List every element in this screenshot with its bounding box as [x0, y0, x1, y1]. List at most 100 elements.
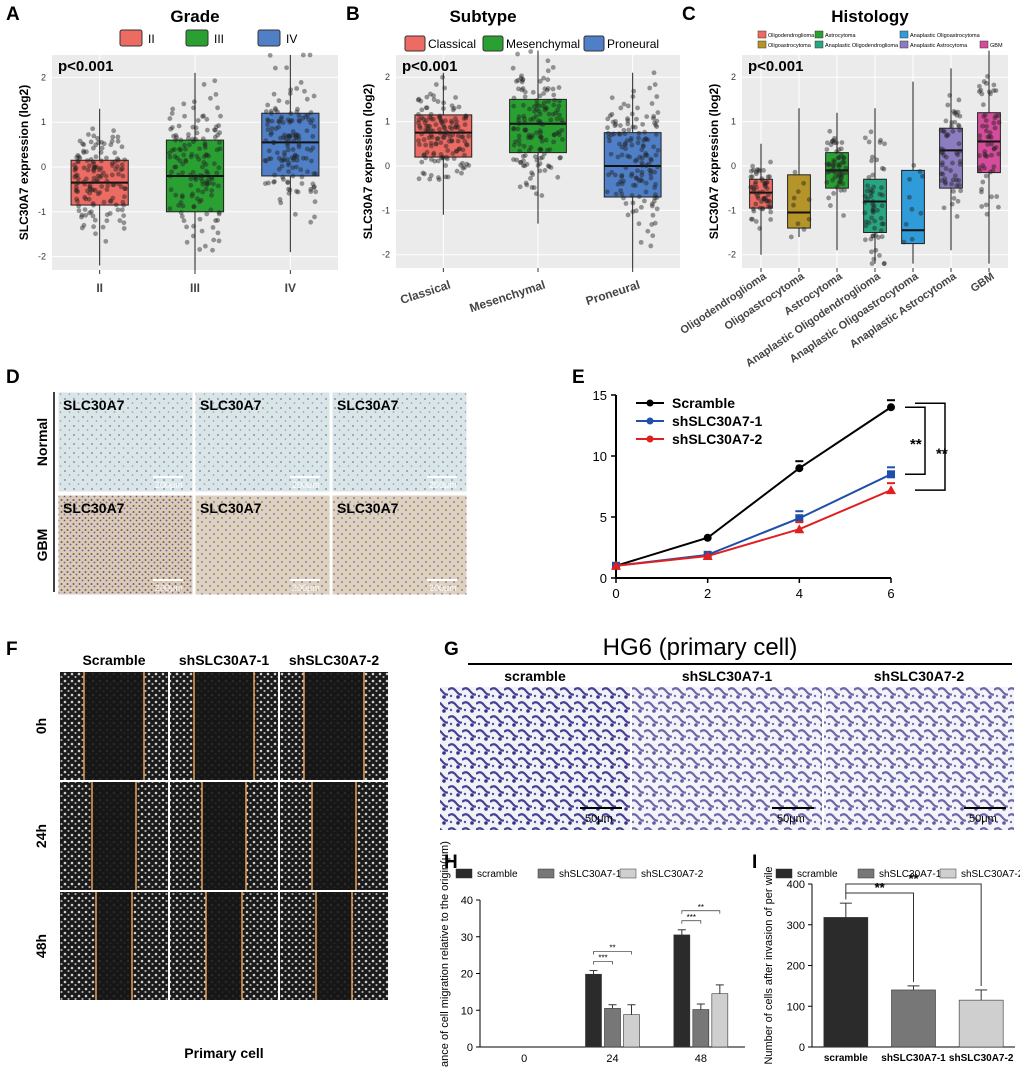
wound-gap [96, 892, 132, 1000]
data-point [618, 179, 623, 185]
data-point [284, 65, 290, 71]
data-point [652, 82, 658, 87]
data-point [184, 239, 190, 245]
data-point [304, 96, 310, 102]
data-point [81, 150, 87, 155]
column-label: shSLC30A7-2 [874, 668, 964, 684]
data-point [436, 114, 442, 120]
data-point [831, 159, 837, 165]
row-label: 48h [33, 934, 49, 958]
legend-label: shSLC30A7-1 [559, 869, 622, 880]
data-point [120, 173, 126, 179]
bar-shSLC30A7-1 [604, 1008, 621, 1048]
legend-label: shSLC30A7-2 [672, 431, 762, 447]
data-point [441, 124, 447, 130]
box-GBM [977, 112, 1001, 174]
data-point [552, 97, 557, 103]
data-point [217, 130, 223, 136]
data-point [93, 188, 98, 193]
data-point [752, 181, 758, 187]
data-point [542, 100, 547, 106]
data-point [537, 128, 543, 134]
transwell-image [440, 687, 630, 830]
data-point [174, 155, 180, 161]
data-point [293, 132, 299, 138]
legend-swatch [537, 868, 555, 879]
data-point [649, 201, 655, 207]
data-point [530, 116, 536, 122]
data-point [511, 103, 517, 109]
data-point [654, 118, 660, 124]
data-point [74, 188, 79, 194]
data-point [641, 138, 646, 143]
data-point [95, 135, 100, 141]
data-point [652, 220, 658, 226]
data-point [172, 164, 177, 170]
scale-label: 200μm [292, 583, 320, 593]
data-point [440, 155, 446, 161]
significance-bracket [845, 883, 982, 986]
panel-label-H: H [444, 852, 458, 873]
data-point [93, 154, 99, 160]
data-point [307, 52, 313, 58]
data-point [643, 152, 649, 158]
data-point [416, 117, 422, 123]
data-point [748, 184, 754, 190]
data-point [93, 142, 99, 148]
data-point [213, 127, 218, 133]
data-point [190, 169, 196, 175]
data-point [455, 124, 461, 130]
data-point [903, 221, 909, 227]
data-point [541, 91, 547, 96]
data-point [537, 93, 543, 99]
data-point [638, 239, 644, 245]
data-point [702, 551, 713, 561]
data-point [79, 225, 85, 231]
data-point [263, 181, 268, 186]
data-point [191, 204, 197, 210]
data-point [606, 172, 611, 178]
data-point [538, 130, 543, 136]
data-point [838, 146, 844, 152]
data-point [303, 114, 309, 119]
data-point [107, 211, 113, 216]
column-label: Scramble [82, 652, 145, 668]
data-point [609, 170, 615, 175]
data-point [114, 164, 120, 169]
x-tick-label: shSLC30A7-2 [949, 1053, 1014, 1064]
panel-E: 0 5 10 15 0 2 4 6 Scramble shSLC30A7-1 shSLC30A7-2… [593, 388, 948, 601]
data-point [795, 514, 804, 523]
data-point [437, 130, 443, 136]
data-point [545, 86, 551, 91]
data-point [843, 165, 849, 171]
data-point [428, 132, 434, 138]
data-point [987, 130, 993, 136]
data-point [839, 172, 845, 178]
image-label: SLC30A7 [337, 500, 399, 516]
wound-gap [84, 672, 144, 780]
data-point [551, 132, 557, 138]
data-point [271, 140, 277, 146]
legend-swatch [939, 868, 957, 879]
data-point [887, 470, 895, 479]
data-point [172, 154, 178, 159]
data-point [441, 135, 447, 141]
data-point [605, 116, 611, 122]
data-point [515, 126, 521, 132]
data-point [288, 111, 294, 116]
data-point [437, 113, 443, 119]
data-point [945, 102, 951, 108]
data-point [427, 114, 433, 120]
data-point [197, 247, 203, 252]
data-point [868, 190, 874, 196]
data-point [544, 106, 549, 111]
data-point [751, 167, 756, 173]
scale-label: 200μm [292, 480, 320, 490]
data-point [983, 153, 988, 159]
row-label: GBM [34, 529, 50, 562]
data-point [878, 137, 883, 143]
data-point [534, 157, 540, 163]
data-point [103, 173, 109, 179]
bar-shSLC30A7-2 [711, 993, 729, 1048]
data-point [985, 142, 991, 147]
